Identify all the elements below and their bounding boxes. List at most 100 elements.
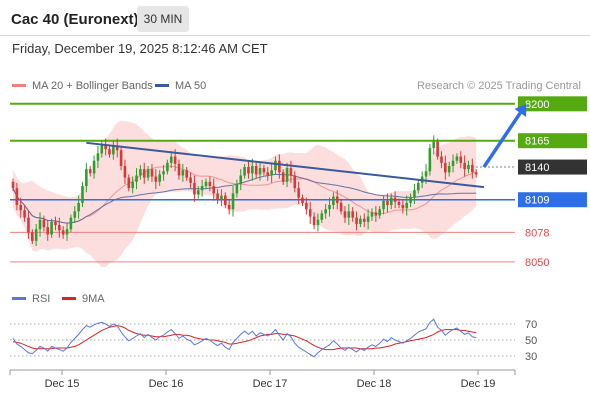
level-label-8165: 8165 xyxy=(525,136,549,148)
candle-body xyxy=(19,205,23,211)
legend-ma50: MA 50 xyxy=(155,80,206,92)
candle-body xyxy=(88,169,92,174)
candle-body xyxy=(204,181,208,187)
candle-body xyxy=(328,205,331,210)
candle-body xyxy=(297,188,300,198)
timestamp: Friday, December 19, 2025 8:12:46 AM CET xyxy=(12,41,268,56)
candle-body xyxy=(397,201,401,205)
candle-body xyxy=(463,162,466,170)
x-tick-label: Dec 15 xyxy=(45,378,80,390)
rsi-label: RSI xyxy=(32,293,51,305)
candle-body xyxy=(123,166,127,178)
legend-rsi: RSI xyxy=(12,293,50,305)
candle-body xyxy=(181,170,185,176)
candle-body xyxy=(146,169,150,178)
candle-body xyxy=(254,166,258,175)
level-tag-8140 xyxy=(518,159,587,175)
bollinger-band xyxy=(13,120,477,268)
candle-body xyxy=(46,227,50,235)
rsi-line xyxy=(12,318,477,358)
candle-body xyxy=(405,202,409,209)
level-tag-8109 xyxy=(518,192,587,208)
candle-body xyxy=(50,221,53,235)
candle-body xyxy=(85,169,88,187)
timeframe-badge[interactable]: 30 MIN xyxy=(137,6,189,32)
candle-body xyxy=(474,172,478,175)
candle-body xyxy=(432,141,436,149)
candle-body xyxy=(173,156,177,164)
candles xyxy=(11,135,478,247)
candle-body xyxy=(38,219,42,230)
candle-body xyxy=(312,216,316,226)
candle-body xyxy=(413,190,416,198)
candle-body xyxy=(467,164,470,170)
candle-body xyxy=(150,169,154,177)
candle-body xyxy=(281,172,285,182)
candle-body xyxy=(362,218,366,222)
candle-body xyxy=(73,211,77,218)
candle-body xyxy=(200,186,204,191)
candle-body xyxy=(343,211,347,218)
candle-body xyxy=(177,163,181,176)
rsi-level-label-70: 70 xyxy=(525,319,537,331)
candle-body xyxy=(455,156,459,161)
candle-body xyxy=(185,170,188,178)
candle-body xyxy=(61,230,65,235)
legend-rsi-ma: 9MA xyxy=(62,293,105,305)
ma50-label: MA 50 xyxy=(175,80,207,92)
credit-text: Research © 2025 Trading Central xyxy=(416,80,581,92)
candle-body xyxy=(262,168,266,173)
candle-body xyxy=(374,212,378,216)
candle-body xyxy=(224,195,227,205)
rsi-level-label-30: 30 xyxy=(525,351,537,363)
candle-body xyxy=(389,197,393,205)
candle-body xyxy=(31,232,34,241)
candle-body xyxy=(100,144,104,154)
candle-body xyxy=(355,217,358,224)
candle-body xyxy=(316,219,320,226)
ma20-swatch xyxy=(12,83,26,87)
x-tick-label: Dec 18 xyxy=(357,378,392,390)
candle-body xyxy=(92,160,96,174)
x-tick-label: Dec 17 xyxy=(253,378,288,390)
instrument-title: Cac 40 (Euronext) xyxy=(11,11,139,28)
candle-body xyxy=(104,144,107,150)
level-label-8109: 8109 xyxy=(525,195,549,207)
candle-body xyxy=(77,202,80,212)
candle-body xyxy=(451,160,455,166)
candle-body xyxy=(324,209,327,214)
candle-body xyxy=(409,197,412,203)
candle-body xyxy=(401,205,405,209)
rsi-ma-line xyxy=(12,325,477,351)
rsi-level-label-50: 50 xyxy=(525,335,537,347)
level-label-8200: 8200 xyxy=(525,99,549,111)
candle-body xyxy=(239,175,243,184)
ma20-line xyxy=(12,165,477,224)
candle-body xyxy=(393,197,397,202)
candle-body xyxy=(332,196,335,205)
rsi-ma-swatch xyxy=(62,296,76,300)
candle-body xyxy=(378,209,381,216)
candle-body xyxy=(243,167,246,176)
candle-body xyxy=(69,217,73,230)
ma50-swatch xyxy=(155,83,169,87)
candle-body xyxy=(166,162,169,172)
candle-body xyxy=(58,225,61,231)
candle-body xyxy=(212,186,216,194)
x-tick-label: Dec 19 xyxy=(461,378,496,390)
candle-body xyxy=(386,200,389,205)
candle-body xyxy=(351,211,354,218)
candle-body xyxy=(251,166,254,174)
candle-body xyxy=(320,213,324,220)
candle-body xyxy=(81,186,84,203)
candle-body xyxy=(370,212,374,217)
candle-body xyxy=(11,181,15,189)
forecast-arrow-head xyxy=(514,103,527,117)
candle-body xyxy=(54,221,57,226)
candle-body xyxy=(440,156,443,163)
candle-body xyxy=(382,200,385,210)
candle-body xyxy=(158,174,161,182)
candle-body xyxy=(127,177,131,189)
candle-body xyxy=(227,205,231,210)
